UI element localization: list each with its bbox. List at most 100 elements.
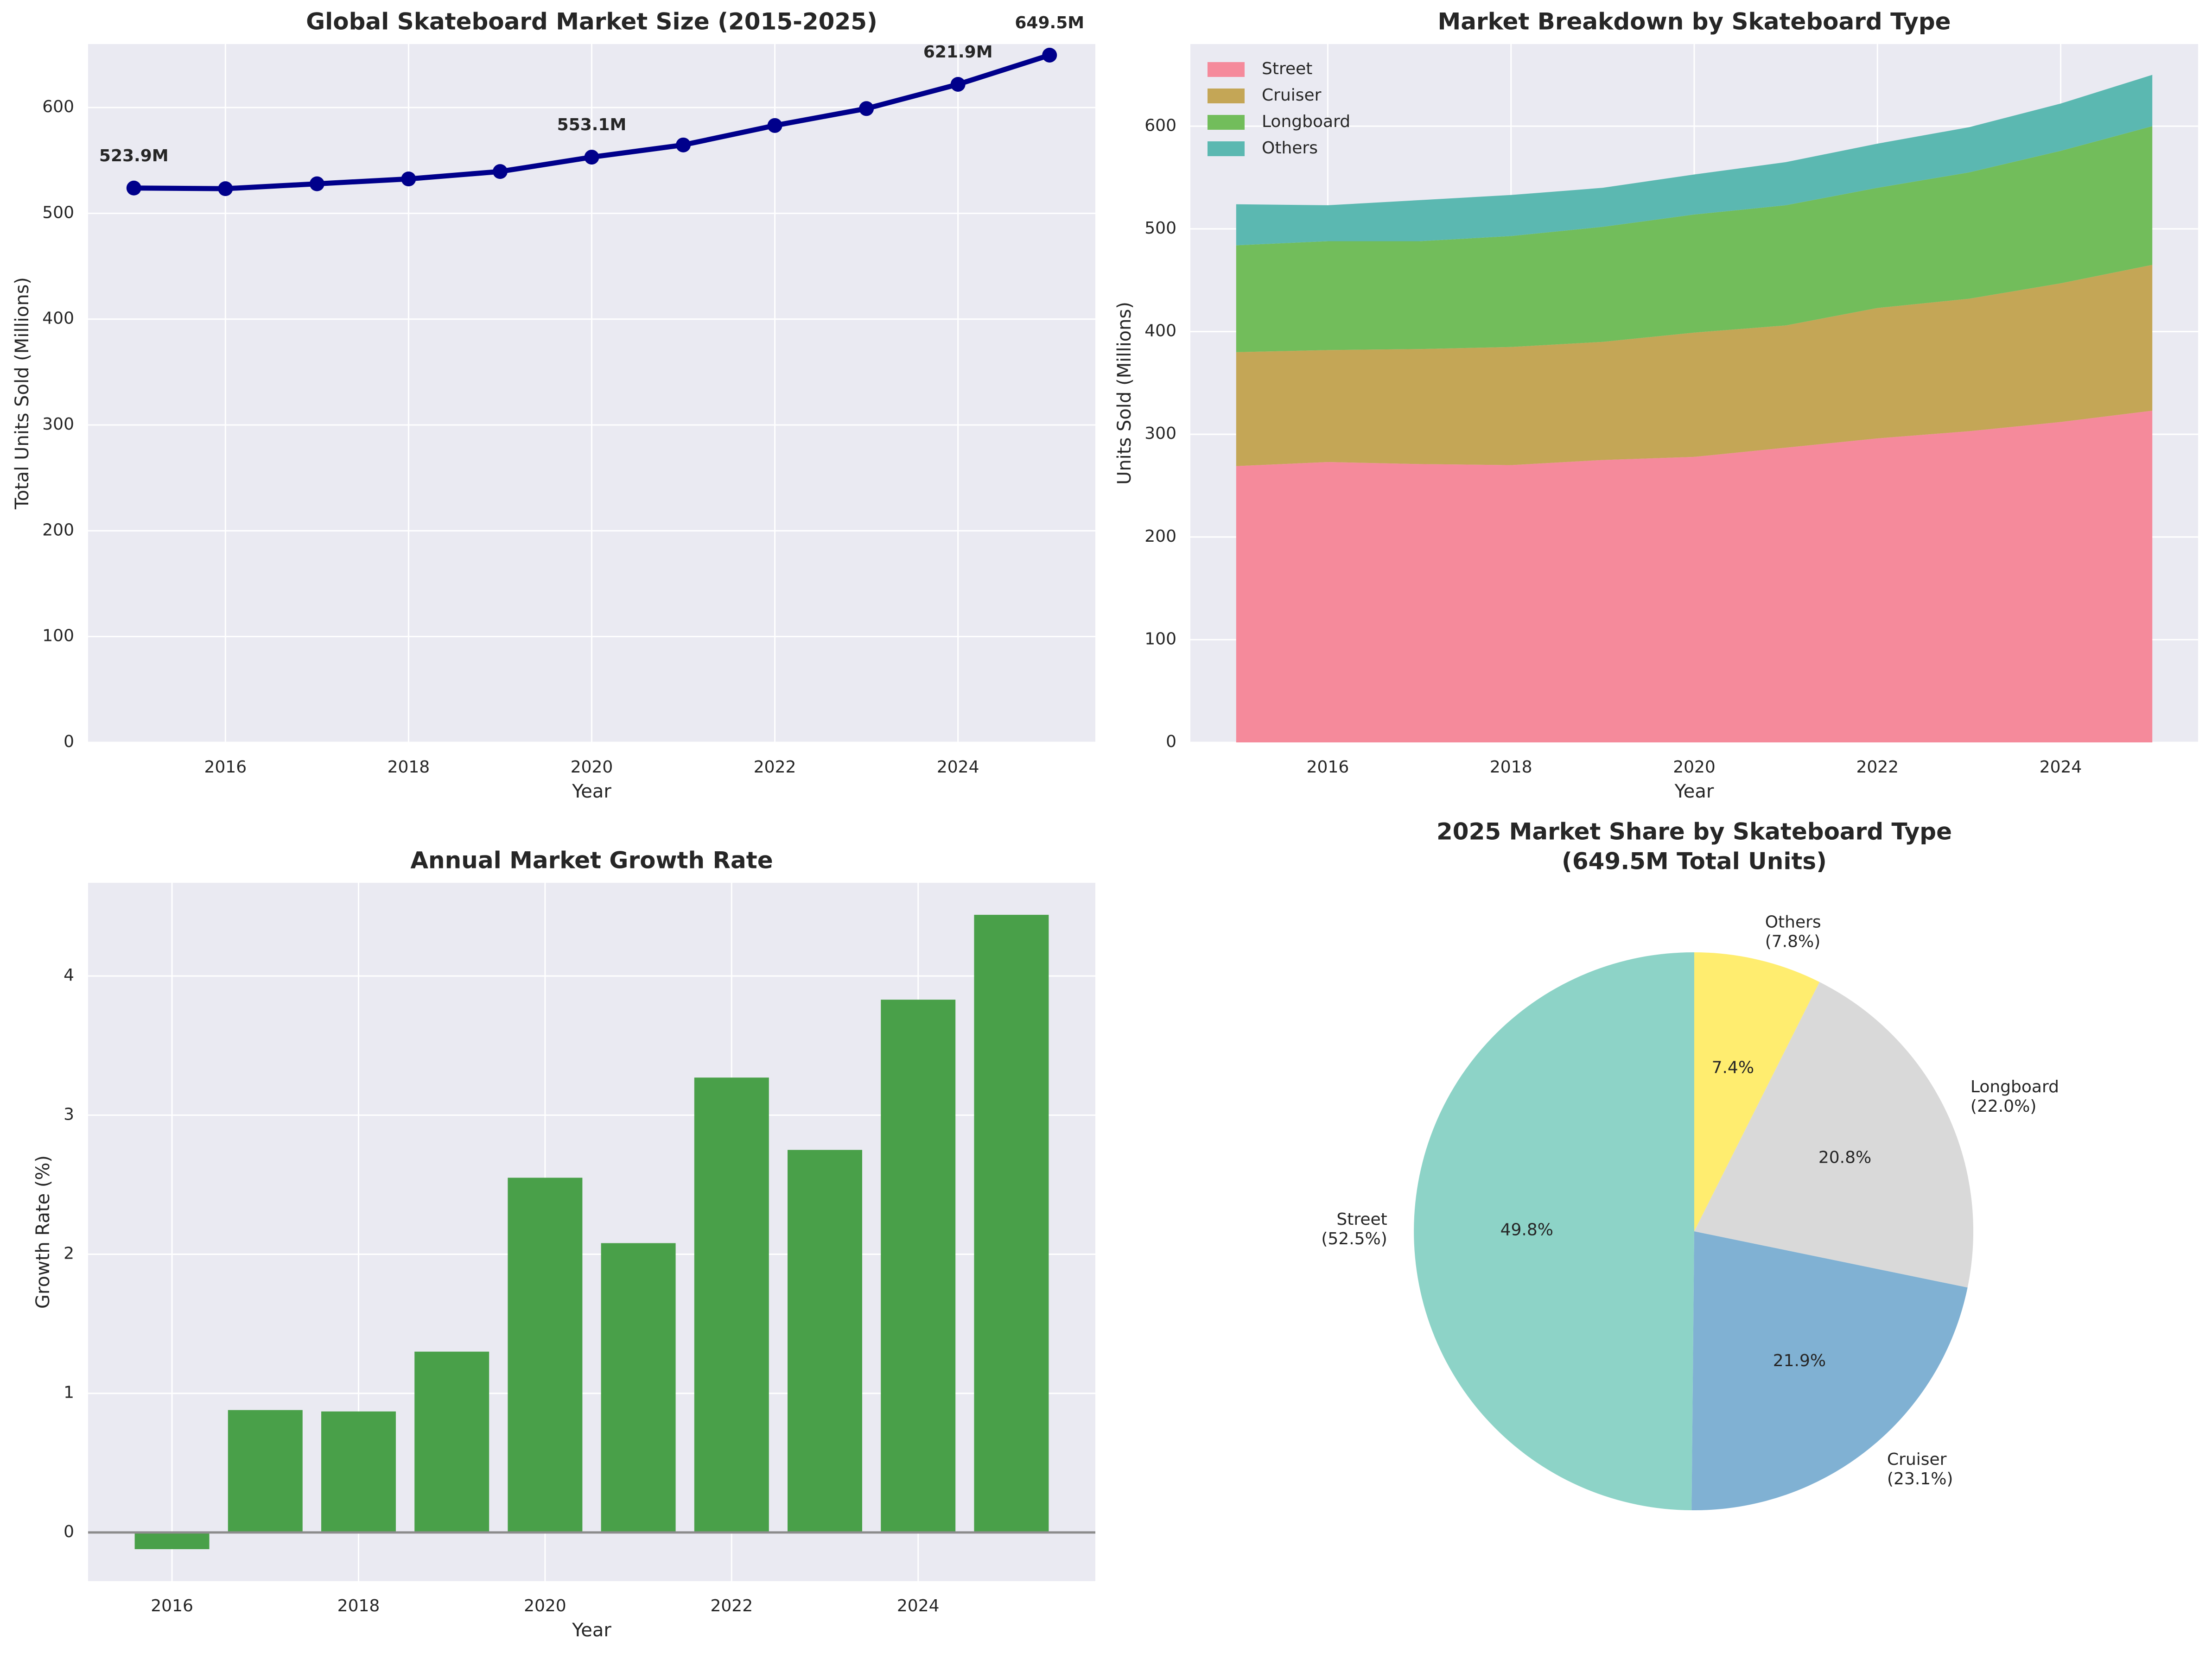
- x-tick-label: 2018: [1490, 758, 1532, 777]
- y-tick-label: 3: [64, 1105, 74, 1124]
- x-tick-label: 2016: [1307, 758, 1349, 777]
- slice-percent-label: 21.9%: [1773, 1351, 1826, 1370]
- y-tick-label: 100: [42, 627, 74, 646]
- bar: [508, 1178, 583, 1533]
- x-tick-label: 2022: [754, 758, 796, 777]
- area-longboard: [1236, 126, 2153, 352]
- slice-label: Others: [1765, 913, 1821, 932]
- pie-slice-others: [1694, 952, 1820, 1231]
- x-axis-label: Year: [1674, 781, 1714, 802]
- bar-chart: 2016 2018 2020 2022 2024 0 1 2 3 4 Annual Market G…: [32, 847, 1095, 1641]
- slice-share-label: (22.0%): [1970, 1097, 2036, 1116]
- bar: [694, 1077, 769, 1533]
- y-tick-label: 500: [1144, 219, 1176, 238]
- chart-title: 2025 Market Share by Skateboard Type: [1437, 818, 1952, 845]
- y-axis-label: Growth Rate (%): [32, 1155, 54, 1309]
- data-point: [859, 101, 874, 116]
- chart-title: Market Breakdown by Skateboard Type: [1437, 8, 1951, 35]
- chart-title: Global Skateboard Market Size (2015-2025…: [306, 8, 877, 35]
- y-tick-label: 100: [1144, 629, 1176, 648]
- chart-title: Annual Market Growth Rate: [410, 847, 773, 874]
- y-tick-label: 4: [64, 966, 74, 985]
- pie-slice-street: [1414, 952, 1694, 1510]
- y-tick-label: 400: [42, 309, 74, 328]
- data-point: [309, 176, 324, 191]
- y-tick-label: 600: [42, 97, 74, 116]
- data-point: [126, 180, 141, 196]
- line-chart: 2016 2018 2020 2022 2024 0 100 200 300 400 500 600 G…: [12, 8, 1095, 802]
- pie-slice-cruiser: [1691, 1231, 1968, 1511]
- y-tick-label: 600: [1144, 116, 1176, 135]
- x-tick-label: 2022: [1856, 758, 1899, 777]
- x-tick-label: 2024: [2040, 758, 2082, 777]
- stacked-area-chart: 2016 2018 2020 2022 2024 0 100 200 300 400 500 600 M…: [1114, 8, 2198, 802]
- chart-subtitle: (649.5M Total Units): [1562, 848, 1827, 875]
- pie-slice-longboard: [1694, 982, 1974, 1288]
- y-tick-label: 300: [1144, 424, 1176, 443]
- x-tick-label: 2020: [571, 758, 613, 777]
- bar: [414, 1351, 489, 1533]
- slice-label: Street: [1336, 1210, 1387, 1229]
- y-tick-label: 400: [1144, 322, 1176, 341]
- x-tick-label: 2018: [337, 1596, 380, 1615]
- slice-percent-label: 7.4%: [1712, 1058, 1754, 1077]
- x-tick-label: 2024: [937, 758, 979, 777]
- data-point: [218, 181, 233, 196]
- slice-share-label: (52.5%): [1321, 1229, 1387, 1248]
- bar: [881, 1000, 956, 1533]
- legend: Street Cruiser Longboard Others: [1208, 59, 1350, 158]
- area-street: [1236, 411, 2153, 742]
- data-label: 553.1M: [557, 115, 627, 134]
- y-tick-label: 300: [42, 415, 74, 434]
- data-label: 649.5M: [1015, 13, 1084, 32]
- data-point: [676, 137, 691, 152]
- y-tick-label: 200: [42, 520, 74, 539]
- data-point: [767, 118, 782, 133]
- slice-share-label: (7.8%): [1765, 932, 1821, 951]
- area-others: [1236, 75, 2153, 246]
- area-cruiser: [1236, 265, 2153, 466]
- data-point: [401, 171, 416, 187]
- y-axis-label: Units Sold (Millions): [1114, 302, 1135, 485]
- legend-swatch: [1208, 115, 1245, 130]
- y-tick-label: 200: [1144, 527, 1176, 546]
- data-label: 621.9M: [923, 43, 993, 62]
- x-tick-label: 2016: [204, 758, 247, 777]
- data-point: [492, 164, 508, 179]
- x-tick-label: 2016: [151, 1596, 193, 1615]
- legend-label: Street: [1262, 59, 1312, 78]
- y-tick-label: 1: [64, 1383, 74, 1402]
- legend-label: Longboard: [1262, 112, 1350, 131]
- y-tick-label: 500: [42, 203, 74, 222]
- slice-label: Cruiser: [1887, 1450, 1947, 1469]
- bar: [974, 915, 1049, 1533]
- data-point: [584, 150, 599, 165]
- legend-swatch: [1208, 141, 1245, 156]
- bar: [788, 1150, 862, 1533]
- legend-swatch: [1208, 89, 1245, 103]
- x-tick-label: 2020: [1673, 758, 1716, 777]
- pie-chart: 2025 Market Share by Skateboard Type (649…: [1321, 818, 2059, 1511]
- x-tick-label: 2018: [388, 758, 430, 777]
- legend-label: Others: [1262, 139, 1318, 158]
- slice-label: Longboard: [1970, 1077, 2059, 1096]
- y-axis-label: Total Units Sold (Millions): [12, 277, 33, 510]
- bar: [321, 1411, 396, 1533]
- bar: [228, 1410, 303, 1533]
- y-tick-label: 0: [64, 732, 74, 751]
- slice-percent-label: 20.8%: [1818, 1148, 1871, 1167]
- legend-swatch: [1208, 62, 1245, 77]
- y-tick-label: 0: [64, 1522, 74, 1541]
- x-tick-label: 2024: [897, 1596, 940, 1615]
- x-axis-label: Year: [572, 781, 611, 802]
- data-point: [1042, 47, 1057, 63]
- slice-share-label: (23.1%): [1887, 1469, 1953, 1488]
- x-axis-label: Year: [572, 1620, 611, 1641]
- legend-label: Cruiser: [1262, 86, 1322, 105]
- data-point: [950, 76, 966, 92]
- bar: [134, 1532, 210, 1549]
- y-tick-label: 0: [1166, 732, 1176, 751]
- x-tick-label: 2020: [524, 1596, 566, 1615]
- slice-percent-label: 49.8%: [1500, 1220, 1553, 1239]
